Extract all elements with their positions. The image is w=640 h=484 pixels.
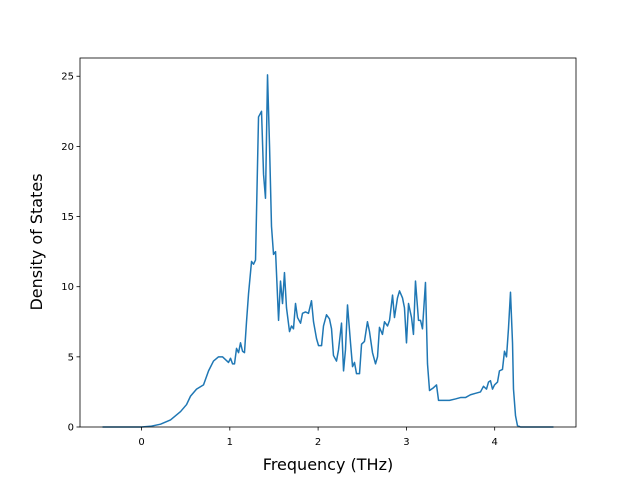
y-axis-label: Density of States [27,173,46,310]
x-tick-label: 1 [227,437,233,448]
x-tick-label: 0 [138,437,144,448]
x-axis-label: Frequency (THz) [263,455,393,474]
y-tick-label: 15 [61,212,74,223]
y-tick-label: 5 [68,352,74,363]
y-tick-label: 10 [61,282,74,293]
x-tick-label: 3 [403,437,409,448]
plot-area [102,74,554,428]
y-tick-label: 0 [68,423,74,434]
data-line [102,74,554,428]
y-tick-label: 20 [61,142,74,153]
x-tick-label: 4 [491,437,497,448]
y-tick-label: 25 [61,72,74,83]
x-tick-label: 2 [315,437,321,448]
axes-frame [79,57,577,428]
